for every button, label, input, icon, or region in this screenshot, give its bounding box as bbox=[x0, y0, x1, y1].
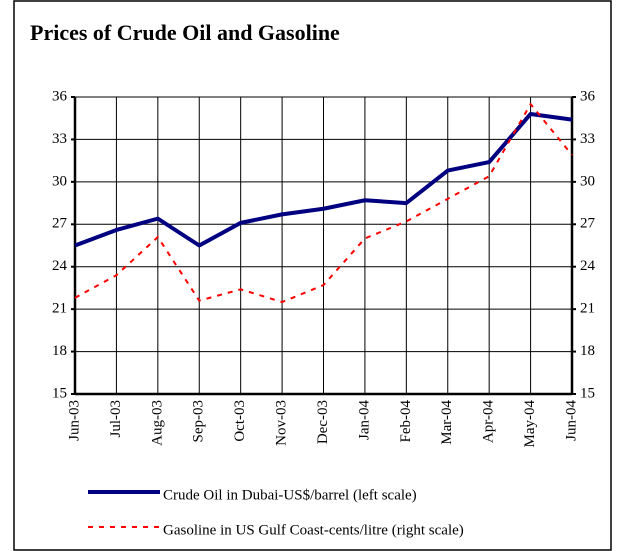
x-tick-label: Jun-03 bbox=[66, 400, 82, 441]
x-tick-label: Sep-03 bbox=[191, 400, 207, 443]
y-tick-label: 36 bbox=[52, 88, 68, 104]
y-tick-label: 27 bbox=[52, 216, 68, 232]
y-tick-label: 15 bbox=[52, 385, 67, 401]
x-tick-label: Oct-03 bbox=[232, 400, 248, 442]
x-tick-label: Jul-03 bbox=[108, 400, 124, 438]
x-tick-label: Jun-04 bbox=[563, 400, 579, 441]
y-tick-label: 21 bbox=[52, 301, 67, 317]
x-tick-label: Dec-03 bbox=[315, 400, 331, 444]
frame bbox=[13, 0, 612, 551]
chart-title: Prices of Crude Oil and Gasoline bbox=[30, 20, 340, 45]
y-tick-label: 24 bbox=[52, 258, 68, 274]
legend-label: Crude Oil in Dubai-US$/barrel (left scal… bbox=[163, 487, 417, 503]
y2-tick-label: 18 bbox=[580, 343, 595, 359]
series-line bbox=[74, 111, 573, 248]
x-tick-label: Apr-04 bbox=[481, 400, 497, 444]
y2-tick-label: 27 bbox=[580, 216, 596, 232]
x-tick-label: Mar-04 bbox=[439, 400, 455, 445]
y2-tick-label: 21 bbox=[580, 301, 595, 317]
y2-tick-label: 15 bbox=[580, 385, 595, 401]
y2-tick-label: 30 bbox=[580, 173, 595, 189]
x-tick-label: Aug-03 bbox=[149, 400, 165, 446]
x-tick-label: Nov-03 bbox=[274, 400, 290, 446]
y2-tick-label: 24 bbox=[580, 258, 596, 274]
y-tick-label: 18 bbox=[52, 343, 67, 359]
y-tick-label: 30 bbox=[52, 173, 67, 189]
y2-tick-label: 33 bbox=[580, 131, 595, 147]
x-tick-label: Feb-04 bbox=[398, 400, 414, 443]
y-tick-label: 33 bbox=[52, 131, 67, 147]
y2-tick-label: 36 bbox=[580, 88, 596, 104]
x-tick-label: May-04 bbox=[522, 400, 538, 448]
series-line bbox=[74, 103, 573, 304]
legend-label: Gasoline in US Gulf Coast-cents/litre (r… bbox=[163, 522, 464, 538]
x-tick-label: Jan-04 bbox=[356, 400, 372, 440]
